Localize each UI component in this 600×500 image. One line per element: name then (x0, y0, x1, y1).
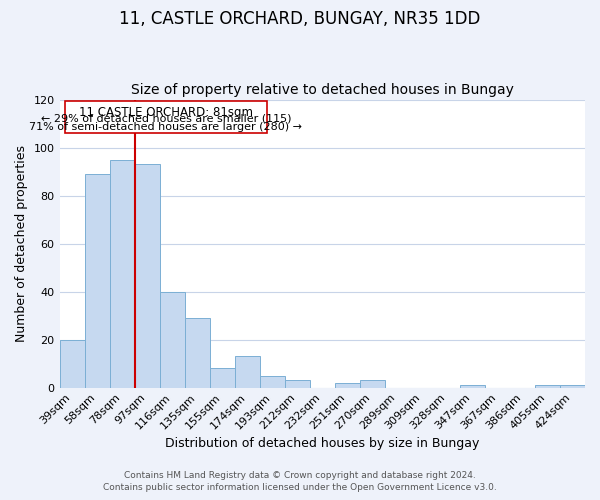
Text: Contains HM Land Registry data © Crown copyright and database right 2024.: Contains HM Land Registry data © Crown c… (124, 471, 476, 480)
Bar (110, 160, 134, 388)
Bar (235, 356, 260, 388)
Bar (535, 385, 560, 388)
Bar (209, 368, 235, 388)
Bar (59, 340, 85, 388)
Bar (360, 380, 385, 388)
FancyBboxPatch shape (65, 101, 267, 133)
Text: Contains public sector information licensed under the Open Government Licence v3: Contains public sector information licen… (103, 484, 497, 492)
Text: 11 CASTLE ORCHARD: 81sqm: 11 CASTLE ORCHARD: 81sqm (79, 106, 253, 118)
Bar (460, 385, 485, 388)
Bar (134, 164, 160, 388)
Bar (85, 174, 110, 388)
Bar (335, 383, 360, 388)
Text: 11, CASTLE ORCHARD, BUNGAY, NR35 1DD: 11, CASTLE ORCHARD, BUNGAY, NR35 1DD (119, 10, 481, 28)
Bar (285, 380, 310, 388)
Bar (185, 318, 209, 388)
Bar (260, 376, 285, 388)
Bar (160, 292, 185, 388)
Y-axis label: Number of detached properties: Number of detached properties (15, 145, 28, 342)
Bar (560, 385, 585, 388)
Text: ← 29% of detached houses are smaller (115): ← 29% of detached houses are smaller (11… (41, 114, 291, 124)
Title: Size of property relative to detached houses in Bungay: Size of property relative to detached ho… (131, 83, 514, 97)
Text: 71% of semi-detached houses are larger (280) →: 71% of semi-detached houses are larger (… (29, 122, 302, 132)
X-axis label: Distribution of detached houses by size in Bungay: Distribution of detached houses by size … (165, 437, 479, 450)
